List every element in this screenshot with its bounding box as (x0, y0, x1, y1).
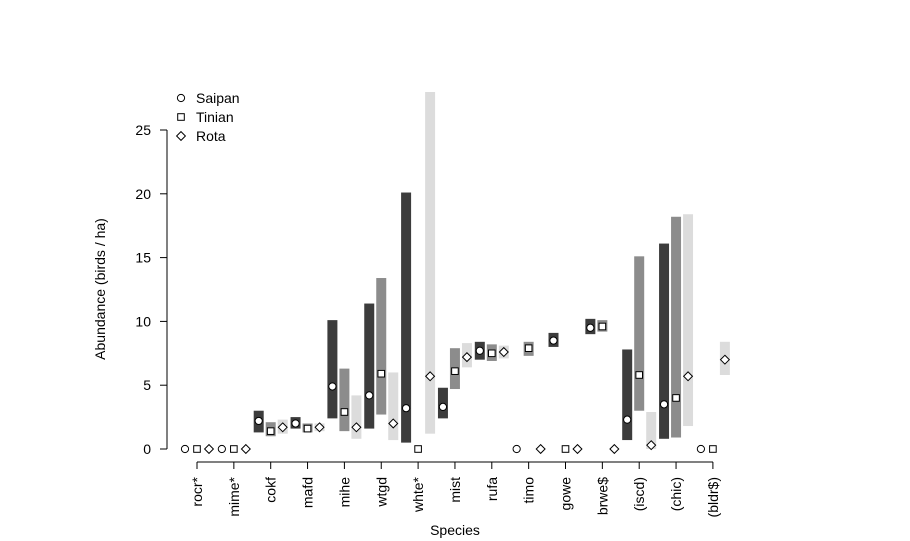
x-tick-label: mime* (226, 476, 242, 516)
point-saipan-13 (623, 415, 632, 424)
range-bars (253, 92, 730, 449)
point-rota-5 (351, 422, 362, 433)
y-tick-label: 20 (135, 186, 151, 202)
point-tinian-2 (230, 445, 238, 453)
range-bar-rota-14 (683, 214, 694, 427)
point-saipan-14 (659, 400, 669, 409)
y-tick-label: 25 (135, 122, 151, 138)
point-rota-13 (646, 440, 657, 451)
point-rota-4 (314, 422, 325, 433)
point-tinian-6 (377, 369, 386, 378)
x-tick-label: gowe (558, 477, 574, 511)
point-tinian-15 (709, 445, 717, 453)
axes: 0 5 10 15 20 25 rocr* mime* cokf mafd mihe wtgd wht… (135, 122, 720, 517)
point-rota-8 (461, 352, 473, 363)
range-bar-saipan-6 (364, 303, 375, 429)
x-tick-label: (chic) (668, 477, 684, 511)
range-bar-rota-13 (646, 411, 657, 449)
x-tick-label: wtgd (373, 477, 389, 508)
point-tinian-9 (488, 349, 496, 358)
point-rota-11 (572, 443, 583, 455)
range-bar-saipan-14 (659, 243, 670, 439)
point-saipan-7 (402, 404, 411, 413)
point-saipan-5 (328, 382, 337, 391)
point-tinian-13 (635, 371, 644, 379)
y-tick-label: 15 (135, 250, 151, 266)
point-saipan-15 (696, 444, 706, 454)
point-saipan-8 (438, 402, 448, 411)
point-rota-2 (240, 443, 251, 455)
range-bar-rota-5 (351, 395, 362, 439)
point-tinian-8 (451, 367, 459, 375)
point-saipan-11 (549, 336, 558, 345)
x-tick-label: mafd (300, 477, 316, 508)
legend-marker-rota (175, 130, 187, 142)
x-tick-label: rufa (484, 477, 500, 501)
range-bar-rota-7 (425, 92, 436, 434)
legend: Saipan Tinian Rota (175, 90, 240, 144)
legend-label-tinian: Tinian (196, 109, 234, 125)
point-rota-12 (609, 443, 620, 455)
x-ticks: rocr* mime* cokf mafd mihe wtgd whte* mist rufa t… (189, 462, 721, 517)
point-rota-9 (498, 346, 509, 358)
range-bar-saipan-5 (327, 320, 338, 419)
y-tick-label: 10 (135, 313, 151, 329)
point-tinian-12 (598, 322, 607, 331)
point-tinian-3 (266, 427, 275, 435)
range-bar-tinian-14 (671, 216, 682, 438)
x-tick-label: timo (521, 477, 537, 504)
range-bar-tinian-13 (634, 256, 645, 411)
x-tick-label: cokf (263, 477, 279, 503)
legend-label-saipan: Saipan (196, 90, 240, 106)
point-rota-14 (682, 371, 694, 382)
point-tinian-11 (561, 445, 570, 453)
x-tick-label: rocr* (189, 476, 205, 506)
point-rota-6 (388, 418, 399, 429)
point-tinian-5 (340, 408, 349, 416)
x-tick-label: (bldr$) (705, 477, 721, 517)
x-tick-label: mist (447, 477, 463, 503)
range-bar-rota-6 (388, 372, 399, 441)
point-saipan-10 (512, 444, 521, 454)
point-saipan-1 (180, 444, 190, 454)
y-ticks: 0 5 10 15 20 25 (135, 122, 167, 457)
point-saipan-12 (586, 323, 595, 332)
point-rota-3 (277, 422, 288, 433)
x-tick-label: mihe (336, 477, 352, 508)
point-saipan-9 (475, 346, 484, 355)
y-tick-label: 0 (143, 441, 151, 457)
range-bar-tinian-6 (376, 278, 387, 415)
range-bar-tinian-5 (339, 368, 350, 432)
legend-marker-saipan (176, 93, 186, 103)
point-rota-1 (203, 443, 215, 455)
x-tick-label: brwe$ (594, 477, 610, 515)
point-saipan-6 (365, 391, 374, 400)
legend-marker-tinian (177, 113, 185, 121)
point-tinian-10 (524, 344, 533, 352)
x-tick-label: whte* (410, 476, 426, 513)
x-tick-label: (iscd) (631, 477, 647, 511)
data-points (180, 322, 731, 455)
point-rota-7 (424, 371, 436, 382)
range-bar-saipan-13 (622, 349, 633, 441)
x-axis-label: Species (430, 522, 480, 538)
point-saipan-4 (291, 419, 300, 428)
point-saipan-2 (217, 444, 226, 454)
y-tick-label: 5 (143, 377, 151, 393)
point-tinian-1 (193, 445, 201, 453)
y-axis-label: Abundance (birds / ha) (92, 218, 108, 360)
legend-label-rota: Rota (196, 128, 226, 144)
point-tinian-7 (414, 445, 422, 453)
range-bar-saipan-7 (401, 192, 412, 443)
point-rota-10 (535, 443, 546, 455)
point-rota-15 (719, 354, 731, 365)
point-saipan-3 (254, 416, 263, 426)
point-tinian-4 (303, 424, 312, 433)
point-tinian-14 (672, 394, 680, 402)
